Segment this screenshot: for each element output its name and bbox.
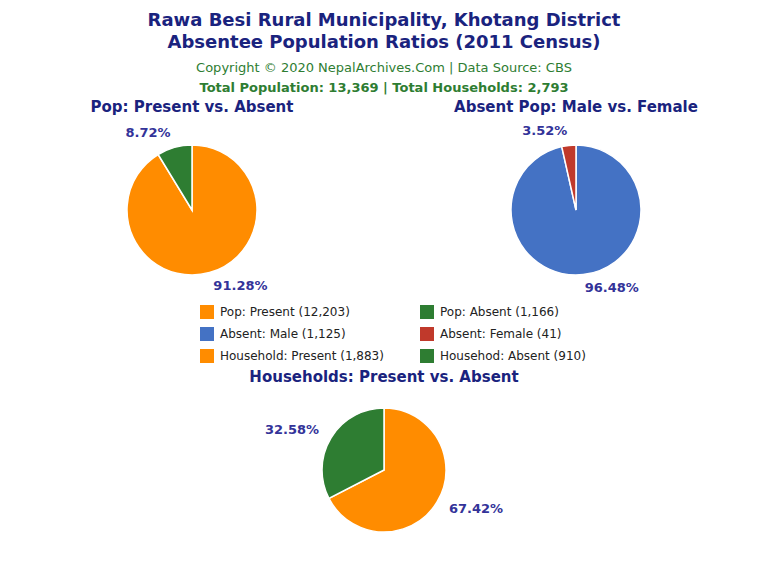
legend-swatch xyxy=(200,349,214,363)
header-note: Total Population: 13,369 | Total Househo… xyxy=(199,80,568,95)
legend-label: Pop: Present (12,203) xyxy=(220,305,350,319)
data-label: 96.48% xyxy=(585,280,639,295)
legend-swatch xyxy=(420,349,434,363)
data-label: 32.58% xyxy=(265,422,319,437)
data-label: 3.52% xyxy=(522,123,567,138)
pie-slice xyxy=(562,145,576,210)
legend-swatch xyxy=(420,327,434,341)
legend-swatch xyxy=(420,305,434,319)
legend-label: Pop: Absent (1,166) xyxy=(440,305,559,319)
header-note: Copyright © 2020 NepalArchives.Com | Dat… xyxy=(196,60,572,75)
legend-swatch xyxy=(200,327,214,341)
main-title: Rawa Besi Rural Municipality, Khotang Di… xyxy=(148,9,621,30)
chart-canvas: Rawa Besi Rural Municipality, Khotang Di… xyxy=(0,0,768,576)
legend-label: Househod: Absent (910) xyxy=(440,349,586,363)
data-label: 8.72% xyxy=(126,125,171,140)
pie-title: Absent Pop: Male vs. Female xyxy=(454,98,698,116)
pie-slice xyxy=(158,145,192,210)
legend-label: Absent: Female (41) xyxy=(440,327,561,341)
slices xyxy=(511,145,641,275)
main-title: Absentee Population Ratios (2011 Census) xyxy=(167,31,600,52)
data-label: 91.28% xyxy=(213,278,267,293)
legend-label: Household: Present (1,883) xyxy=(220,349,384,363)
pie-slice xyxy=(127,145,257,275)
legend: Pop: Present (12,203) Pop: Absent (1,166)… xyxy=(200,305,586,364)
slices xyxy=(127,145,257,275)
pie-slice xyxy=(511,145,641,275)
pie-chart: Absent Pop: Male vs. Female 96.48% 3.52% xyxy=(454,98,698,295)
pie-title: Pop: Present vs. Absent xyxy=(91,98,294,116)
data-label: 67.42% xyxy=(449,501,503,516)
pie-title: Households: Present vs. Absent xyxy=(249,368,518,386)
pie-slice xyxy=(322,408,384,498)
pie-chart: Households: Present vs. Absent 67.42% 32.5… xyxy=(249,368,518,532)
pie-chart: Pop: Present vs. Absent 91.28% 8.72% xyxy=(91,98,294,293)
slices xyxy=(322,408,446,532)
legend-label: Absent: Male (1,125) xyxy=(220,327,346,341)
legend-swatch xyxy=(200,305,214,319)
